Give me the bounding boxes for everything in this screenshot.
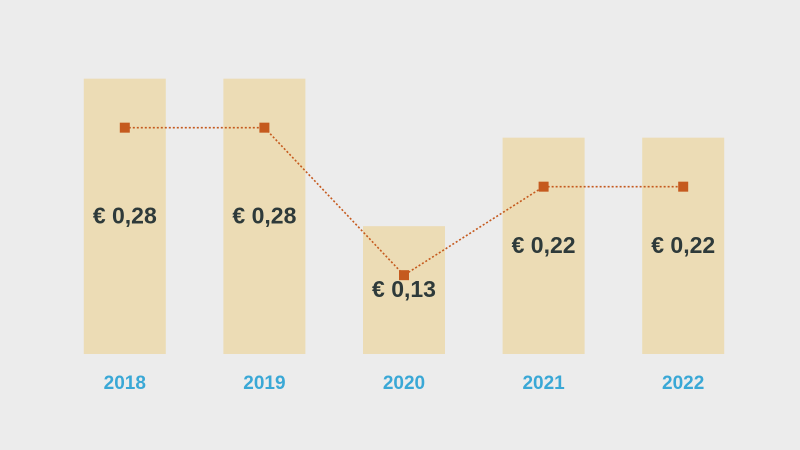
line-marker — [119, 122, 130, 133]
value-label: € 0,28 — [93, 202, 157, 228]
trend-line — [124, 126, 684, 277]
category-label: 2021 — [522, 373, 565, 394]
value-label: € 0,13 — [372, 276, 436, 302]
category-label: 2020 — [383, 373, 425, 394]
line-marker — [259, 122, 270, 133]
category-label: 2022 — [662, 373, 704, 394]
value-label: € 0,22 — [651, 232, 715, 258]
bar — [642, 137, 725, 354]
category-label: 2018 — [104, 373, 146, 394]
bar — [502, 137, 585, 354]
value-label: € 0,22 — [512, 232, 576, 258]
line-marker — [678, 181, 689, 192]
category-label: 2019 — [243, 373, 285, 394]
value-label: € 0,28 — [232, 202, 296, 228]
line-marker — [399, 270, 409, 281]
bar — [363, 226, 445, 354]
line-marker — [538, 181, 549, 192]
